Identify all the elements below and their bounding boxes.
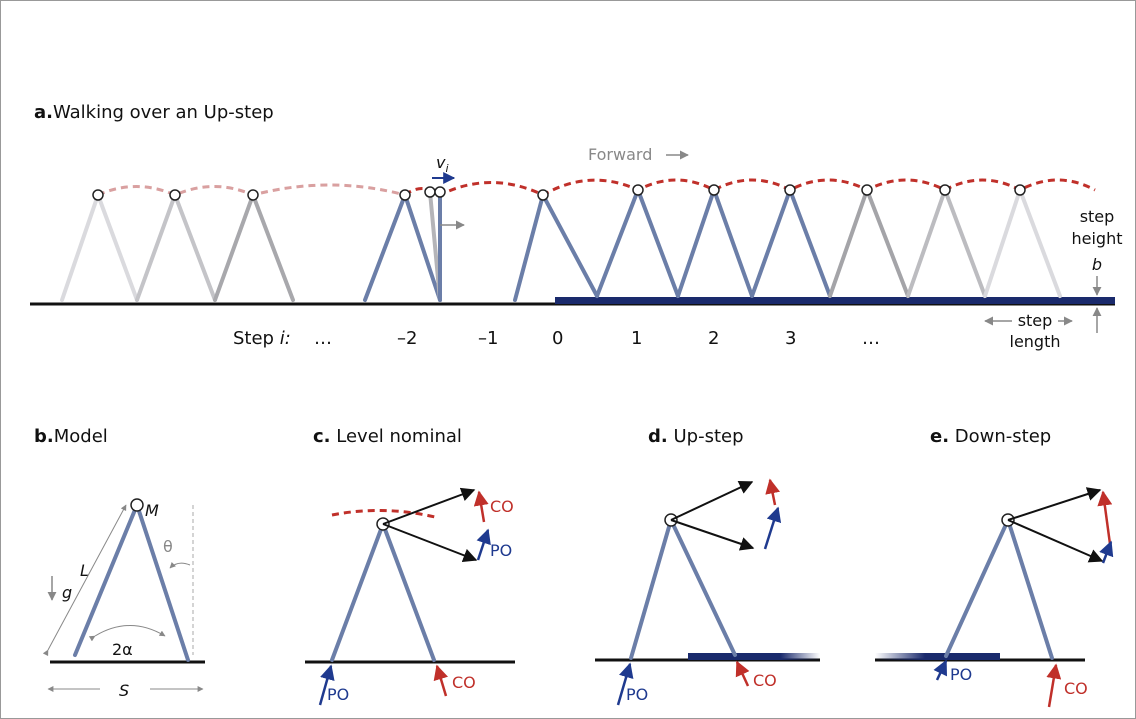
steps-label: 2 xyxy=(708,328,719,349)
top-labels-label: CO xyxy=(490,497,514,516)
step-height-symbol-label: b xyxy=(1092,255,1102,274)
com-marker xyxy=(862,185,872,195)
mass-marker xyxy=(131,499,143,511)
panel-d-heading: d. Up-step xyxy=(648,426,744,447)
angle-label: θ xyxy=(163,537,173,556)
step-index-label: i: xyxy=(280,328,291,349)
velocity-subscript-label: i xyxy=(445,162,448,175)
com-marker xyxy=(785,185,795,195)
panel-a-heading: a.Walking over an Up-step xyxy=(34,102,274,123)
step-prefix-label: Step xyxy=(233,328,274,349)
bottom-labels-label: PO xyxy=(950,665,972,684)
com-marker xyxy=(709,185,719,195)
panel-e-heading: e. Down-step xyxy=(930,426,1051,447)
steps-label: … xyxy=(314,328,332,349)
step-height-label: step xyxy=(1080,207,1115,226)
bottom-labels-label: CO xyxy=(452,673,476,692)
step-label: S xyxy=(119,681,129,700)
com-marker xyxy=(538,190,548,200)
bottom-labels-label: PO xyxy=(626,685,648,704)
gravity-label: g xyxy=(62,583,72,602)
step-prefix: Step i: xyxy=(233,328,291,349)
top-labels-label: PO xyxy=(490,541,512,560)
steps-label: 0 xyxy=(552,328,563,349)
panel-b-heading: b.Model xyxy=(34,426,108,447)
com-marker xyxy=(435,187,445,197)
com-marker xyxy=(400,190,410,200)
com-marker xyxy=(425,187,435,197)
step-length-label: length xyxy=(1010,332,1061,351)
steps-label: … xyxy=(862,328,880,349)
forward-label: Forward xyxy=(588,145,652,164)
down-step xyxy=(875,653,1000,660)
up-step xyxy=(688,653,820,660)
com-marker xyxy=(940,185,950,195)
title-label: Model xyxy=(54,426,108,447)
step-length-label: step xyxy=(1018,311,1053,330)
letter-label: b. xyxy=(34,426,54,447)
title-label: Walking over an Up-step xyxy=(53,102,274,123)
steps-label: –1 xyxy=(478,328,498,349)
figure: a.Walking over an Up-step vi Forward Ste… xyxy=(0,0,1136,719)
letter-label: d. xyxy=(648,426,668,447)
letter-label: e. xyxy=(930,426,949,447)
title-label: Down-step xyxy=(955,426,1051,447)
bottom-labels-label: PO xyxy=(327,685,349,704)
up-step xyxy=(555,297,1115,304)
bottom-labels-label: CO xyxy=(753,671,777,690)
panel-c-heading: c. Level nominal xyxy=(313,426,462,447)
com-marker xyxy=(633,185,643,195)
com-marker xyxy=(93,190,103,200)
steps-label: 1 xyxy=(631,328,642,349)
bottom-labels-label: CO xyxy=(1064,679,1088,698)
step-height-label: height xyxy=(1072,229,1123,248)
com-marker xyxy=(170,190,180,200)
steps-label: 3 xyxy=(785,328,796,349)
title-label: Up-step xyxy=(673,426,743,447)
letter-label: c. xyxy=(313,426,331,447)
steps-label: –2 xyxy=(397,328,417,349)
com-marker xyxy=(1015,185,1025,195)
letter-label: a. xyxy=(34,102,53,123)
leg-angle-label: 2α xyxy=(112,640,133,659)
title-label: Level nominal xyxy=(336,426,462,447)
mass-label: M xyxy=(145,501,159,520)
com-marker xyxy=(248,190,258,200)
